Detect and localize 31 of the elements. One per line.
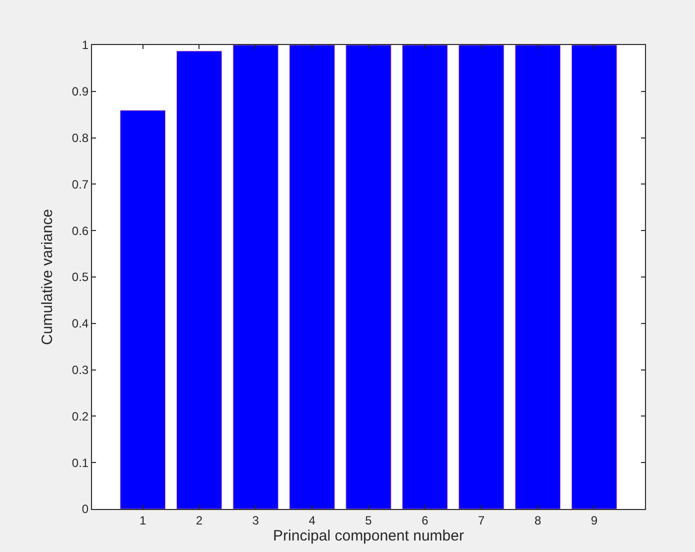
y-tick-label: 0.6 [72,224,89,238]
x-tick-label: 9 [590,513,598,528]
y-tick-label: 0.4 [72,316,89,331]
y-tick-label: 0.3 [72,363,89,377]
y-tick-label: 0.8 [72,131,89,145]
y-tick-label: 0.2 [72,409,89,424]
x-tick-label: 3 [252,513,260,528]
bar [289,45,335,509]
y-tick-label: 0.9 [72,84,89,99]
bar [232,45,278,509]
x-tick-label: 1 [139,513,146,528]
bar [120,110,166,509]
x-tick-label: 5 [365,513,372,528]
y-tick-label: 1 [82,38,89,52]
y-axis-title: Cumulative variance [39,209,56,345]
bar [176,50,222,509]
bar [571,45,618,509]
x-tick-label: 8 [534,513,542,528]
bar [402,45,448,509]
y-tick-label: 0.7 [72,177,89,192]
bar [458,45,504,509]
x-tick-label: 7 [478,513,486,528]
y-tick-label: 0.1 [72,456,89,470]
x-tick-label: 2 [196,513,203,528]
bar [514,45,561,509]
x-tick-label: 6 [422,513,429,528]
bar [346,45,392,509]
x-axis-title: Principal component number [273,527,464,544]
y-tick-label: 0.5 [72,270,89,284]
y-tick-label: 0 [82,502,89,516]
x-tick-label: 4 [308,513,316,528]
